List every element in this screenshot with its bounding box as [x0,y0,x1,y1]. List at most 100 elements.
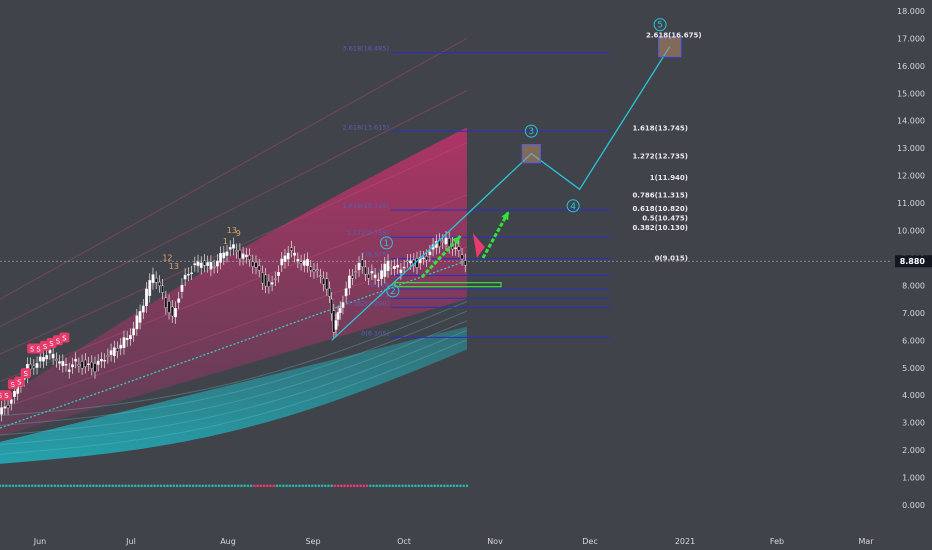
wave-label-circle [386,284,400,298]
ribbon-line [0,194,468,382]
indicator-dot [92,484,95,488]
candle-body [109,350,113,355]
candle-body [286,252,290,260]
candle-body [386,260,390,272]
candle-body [196,261,200,266]
ribbon-line [0,37,468,300]
indicator-dot [388,484,391,488]
x-tick-label: 2021 [675,537,695,546]
indicator-dot [426,484,430,488]
y-tick-label: 5.000 [902,364,925,373]
x-tick-label: Feb [770,537,784,546]
candle-body [341,302,345,308]
y-tick-label: 14.000 [897,117,925,126]
candle-body [161,285,165,293]
arrow-shaft [420,234,462,279]
candle-body [190,272,193,274]
indicator-dot [323,484,327,488]
candle-body [354,271,358,273]
candle-body [186,274,190,276]
candle-body [273,278,277,280]
indicator-dot [182,484,185,488]
indicator-dot [162,484,166,488]
wave-label-circle [653,18,667,32]
indicator-dot [11,484,15,488]
indicator-dot [30,484,34,488]
indicator-dot [272,484,276,488]
indicator-dot [220,484,224,488]
candle-body [315,269,319,272]
candle-body [151,274,155,284]
indicator-dot [369,484,372,488]
indicator-dot [37,484,40,488]
setup-count: 1 [223,237,228,246]
indicator-dot [430,484,433,488]
fib-label-left: 0.5 [379,290,389,298]
target-box [521,144,541,164]
candle-body [38,356,42,362]
indicator-dot [179,484,182,488]
candle-body [170,306,174,317]
candle-body [444,237,448,245]
candle-body [312,269,316,273]
indicator-dot [443,484,446,488]
indicator-dot [56,484,60,488]
sell-marker [59,332,70,343]
candle-body [248,255,251,260]
candle-body [129,335,132,340]
candle-body [457,246,461,251]
setup-count: 13 [227,226,237,235]
indicator-dot [21,484,24,488]
bearish-ribbon [0,326,467,464]
y-tick-label: 2.000 [902,446,925,455]
candle-body [347,275,351,289]
candle-body [80,361,84,369]
y-tick-label: 4.000 [902,391,925,400]
fib-label-left: 1.272(9.755) [347,229,389,237]
indicator-dot [24,484,28,488]
candle-body [351,275,354,279]
indicator-dot [18,484,21,488]
indicator-dot [417,484,420,488]
sell-marker [20,368,31,379]
indicator-dot [127,484,131,488]
indicator-dot [169,484,172,488]
indicator-dot [198,484,201,488]
y-tick-label: 12.000 [897,172,925,181]
indicator-dot [346,484,350,488]
candle-body [148,279,152,296]
y-tick-label: 6.000 [902,336,925,345]
candle-body [164,297,168,308]
candle-body [206,262,210,266]
candle-body [344,288,348,297]
candle-body [193,263,197,266]
candle-body [83,359,87,367]
candle-body [48,349,52,354]
fib-levels: 3.618(16.485) 2.618(13.615) 1.618(10.745) 1… [343,44,688,338]
candle-body [145,288,148,307]
indicator-dot [462,484,465,488]
indicator-dot [275,484,279,488]
indicator-dot [436,484,440,488]
support-box [394,282,502,288]
y-tick-label: 11.000 [897,199,925,208]
wave-label: 2 [390,287,396,297]
wave-label: 5 [657,21,663,31]
indicator-dot [8,484,11,488]
candle-body [330,298,334,314]
indicator-dot [159,484,163,488]
candle-body [51,353,55,359]
candle-body [463,260,467,266]
candle-body [96,360,100,365]
wave-label: 1 [384,239,390,249]
indicator-dot [240,484,243,488]
candle-body [367,273,371,279]
indicator-dot [401,484,404,488]
indicator-dot [320,484,324,488]
candle-body [380,270,383,279]
candle-body [290,247,293,251]
indicator-dot [140,484,143,488]
indicator-dot [117,484,121,488]
candle-body [100,359,103,362]
fib-label-left: 1(8.975) [361,251,389,259]
